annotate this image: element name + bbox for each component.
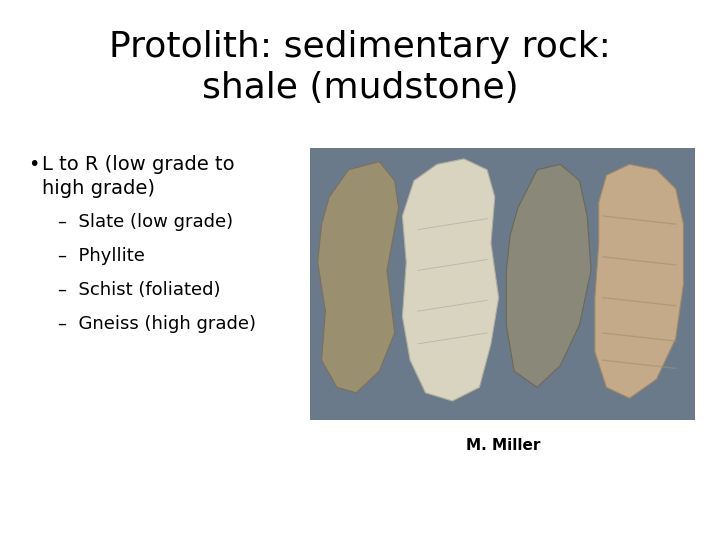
Text: –  Phyllite: – Phyllite: [58, 247, 145, 265]
Polygon shape: [318, 161, 399, 393]
Text: L to R (low grade to
high grade): L to R (low grade to high grade): [42, 155, 235, 198]
Polygon shape: [402, 159, 499, 401]
Text: –  Slate (low grade): – Slate (low grade): [58, 213, 233, 231]
Text: –  Schist (foliated): – Schist (foliated): [58, 281, 220, 299]
Text: –  Gneiss (high grade): – Gneiss (high grade): [58, 315, 256, 333]
Text: M. Miller: M. Miller: [466, 438, 540, 453]
Polygon shape: [595, 164, 683, 398]
Text: Protolith: sedimentary rock:
shale (mudstone): Protolith: sedimentary rock: shale (muds…: [109, 30, 611, 105]
Polygon shape: [506, 164, 591, 387]
Text: •: •: [28, 155, 40, 174]
Bar: [310, 148, 695, 420]
